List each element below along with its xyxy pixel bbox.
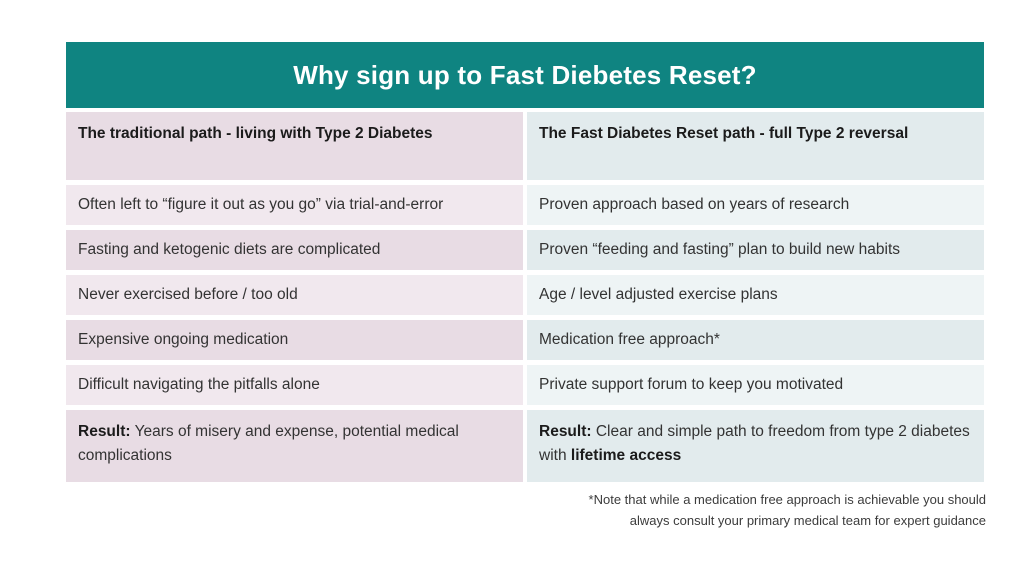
table-row: Never exercised before / too old Age / l… — [66, 275, 984, 315]
column-header-reset-path: The Fast Diabetes Reset path - full Type… — [527, 112, 984, 180]
cell-reset-5: Private support forum to keep you motiva… — [527, 365, 984, 405]
cell-traditional-result: Result: Years of misery and expense, pot… — [66, 410, 523, 482]
result-label: Result: — [78, 423, 131, 440]
table-row: Difficult navigating the pitfalls alone … — [66, 365, 984, 405]
result-bold-suffix: lifetime access — [570, 447, 682, 464]
cell-traditional-1: Often left to “figure it out as you go” … — [66, 185, 523, 225]
table-row: Fasting and ketogenic diets are complica… — [66, 230, 984, 270]
cell-reset-1: Proven approach based on years of resear… — [527, 185, 984, 225]
column-header-traditional-path: The traditional path - living with Type … — [66, 112, 523, 180]
footnote-line: always consult your primary medical team… — [629, 512, 986, 528]
cell-traditional-4: Expensive ongoing medication — [66, 320, 523, 360]
table-row: Expensive ongoing medication Medication … — [66, 320, 984, 360]
title-banner: Why sign up to Fast Diebetes Reset? — [66, 42, 984, 108]
table-row: Often left to “figure it out as you go” … — [66, 185, 984, 225]
cell-traditional-5: Difficult navigating the pitfalls alone — [66, 365, 523, 405]
table-header-row: The traditional path - living with Type … — [66, 112, 984, 180]
cell-traditional-2: Fasting and ketogenic diets are complica… — [66, 230, 523, 270]
result-text: Years of misery and expense, potential m… — [78, 423, 459, 464]
result-label: Result: — [539, 423, 592, 440]
result-text: Clear and simple path to freedom from ty… — [539, 423, 970, 464]
cell-reset-result: Result: Clear and simple path to freedom… — [527, 410, 984, 482]
page-title: Why sign up to Fast Diebetes Reset? — [293, 59, 757, 90]
cell-reset-3: Age / level adjusted exercise plans — [527, 275, 984, 315]
cell-reset-2: Proven “feeding and fasting” plan to bui… — [527, 230, 984, 270]
footnote: *Note that while a medication free appro… — [506, 490, 986, 532]
footnote-line: *Note that while a medication free appro… — [588, 492, 986, 507]
table-result-row: Result: Years of misery and expense, pot… — [66, 410, 984, 482]
cell-reset-4: Medication free approach* — [527, 320, 984, 360]
comparison-table: The traditional path - living with Type … — [66, 112, 984, 482]
cell-traditional-3: Never exercised before / too old — [66, 275, 523, 315]
